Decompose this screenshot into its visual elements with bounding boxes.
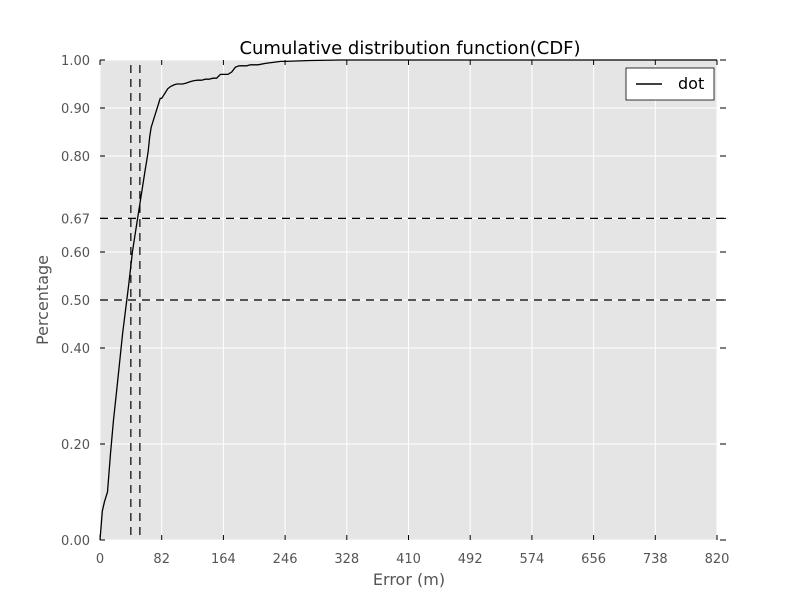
y-axis-label: Percentage: [33, 255, 52, 345]
y-tick-label: 1.00: [61, 54, 90, 69]
x-tick-label: 246: [273, 552, 298, 567]
y-tick-label: 0.50: [61, 294, 90, 309]
y-tick-label: 0.20: [61, 438, 90, 453]
x-tick-label: 410: [396, 552, 421, 567]
x-tick-label: 0: [96, 552, 104, 567]
x-tick-label: 82: [153, 552, 170, 567]
y-tick-label: 0.90: [61, 102, 90, 117]
x-tick-label: 492: [458, 552, 483, 567]
y-tick-label: 0.67: [61, 212, 90, 227]
x-tick-label: 164: [211, 552, 236, 567]
y-tick-label: 0.00: [61, 534, 90, 549]
chart-title: Cumulative distribution function(CDF): [239, 38, 580, 59]
y-tick-label: 0.80: [61, 150, 90, 165]
legend: dot: [626, 68, 714, 100]
y-tick-label: 0.40: [61, 342, 90, 357]
x-tick-label: 656: [581, 552, 606, 567]
x-tick-label: 574: [519, 552, 544, 567]
x-axis-label: Error (m): [373, 570, 445, 589]
x-tick-label: 820: [705, 552, 730, 567]
legend-label-dot: dot: [678, 74, 704, 93]
x-tick-label: 738: [643, 552, 668, 567]
y-tick-label: 0.60: [61, 246, 90, 261]
x-tick-label: 328: [334, 552, 359, 567]
